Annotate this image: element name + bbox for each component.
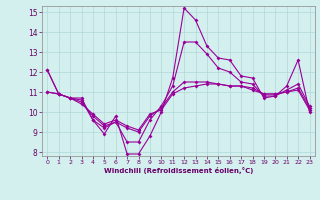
X-axis label: Windchill (Refroidissement éolien,°C): Windchill (Refroidissement éolien,°C) [104, 167, 253, 174]
